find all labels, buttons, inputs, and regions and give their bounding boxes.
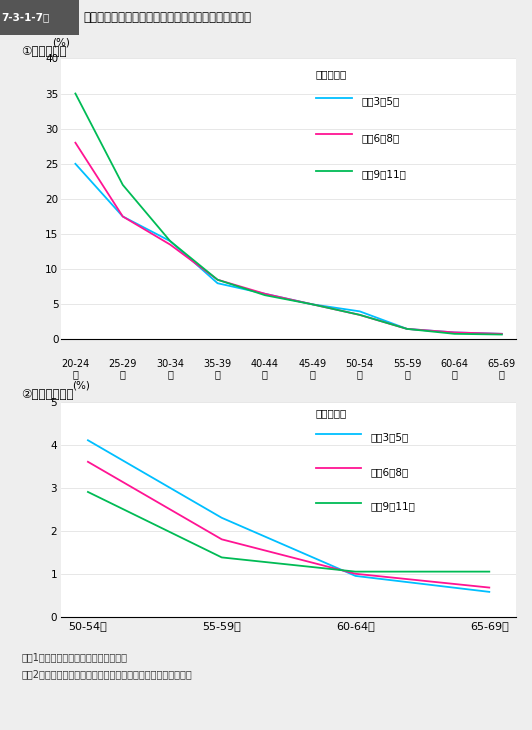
Text: 30-34: 30-34 xyxy=(156,359,184,369)
Text: 調査対象者の出生年別・１犯目の年齢層別人員の比率: 調査対象者の出生年別・１犯目の年齢層別人員の比率 xyxy=(83,11,251,24)
Text: 歳: 歳 xyxy=(120,369,126,379)
Text: 昭和6～8年: 昭和6～8年 xyxy=(370,467,409,477)
Bar xyxy=(0,0,79,35)
Text: 50-54: 50-54 xyxy=(346,359,374,369)
Text: 60-64: 60-64 xyxy=(440,359,469,369)
Text: 歳: 歳 xyxy=(214,369,220,379)
Text: 65-69: 65-69 xyxy=(488,359,516,369)
Text: 歳: 歳 xyxy=(357,369,363,379)
Text: 注　1　法務総合研究所の調査による。: 注 1 法務総合研究所の調査による。 xyxy=(21,653,127,663)
Text: 昭和6～8年: 昭和6～8年 xyxy=(361,133,400,143)
Text: 歳: 歳 xyxy=(262,369,268,379)
Text: 歳: 歳 xyxy=(72,369,78,379)
Text: 歳: 歳 xyxy=(499,369,505,379)
Text: 45-49: 45-49 xyxy=(298,359,326,369)
Text: 40-44: 40-44 xyxy=(251,359,279,369)
Text: （出生年）: （出生年） xyxy=(316,69,347,80)
Text: 昭和9～11年: 昭和9～11年 xyxy=(361,169,406,180)
Text: (%): (%) xyxy=(52,38,70,48)
Text: 昭和3～5年: 昭和3～5年 xyxy=(361,96,400,106)
Text: 2　各年次に生まれた調査対象者総数に占める比率である。: 2 各年次に生まれた調査対象者総数に占める比率である。 xyxy=(21,669,192,680)
Text: 昭和9～11年: 昭和9～11年 xyxy=(370,502,415,511)
Text: 35-39: 35-39 xyxy=(203,359,231,369)
Text: 昭和3～5年: 昭和3～5年 xyxy=(370,432,409,442)
Text: 20-24: 20-24 xyxy=(61,359,89,369)
Text: ②　５０歳以上: ② ５０歳以上 xyxy=(21,388,74,401)
Text: 55-59: 55-59 xyxy=(393,359,421,369)
Text: 歳: 歳 xyxy=(452,369,458,379)
Text: 7-3-1-7図: 7-3-1-7図 xyxy=(2,12,50,23)
Text: (%): (%) xyxy=(72,381,90,391)
Text: 25-29: 25-29 xyxy=(109,359,137,369)
Text: 歳: 歳 xyxy=(310,369,315,379)
Text: （出生年）: （出生年） xyxy=(316,408,347,418)
Text: 歳: 歳 xyxy=(404,369,410,379)
Text: ①　全年齢層: ① 全年齢層 xyxy=(21,45,67,58)
Text: 歳: 歳 xyxy=(167,369,173,379)
